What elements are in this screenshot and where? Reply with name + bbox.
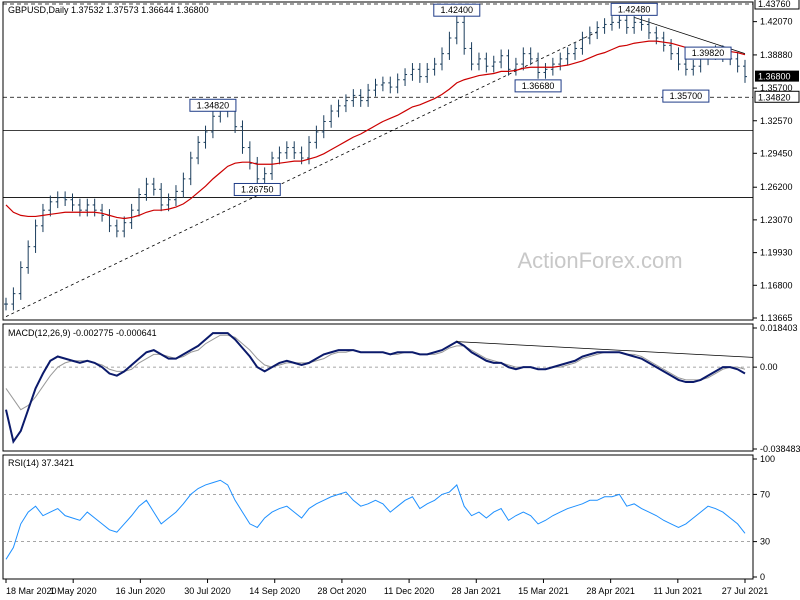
price-tick-label: 1.32570 [760,116,793,126]
rsi-tick-label: 100 [760,454,775,464]
x-tick-label: 16 Jun 2020 [116,586,166,596]
annotation-box-3 [514,79,562,93]
x-tick-label: 28 Oct 2020 [317,586,366,596]
rsi-line [5,479,746,560]
price-panel-frame [2,1,754,321]
axis-layer: 1.42070 1.38880 1.35700 1.32570 1.29450 1.262… [5,0,800,596]
annotation-label-2: 1.39820 [692,48,725,58]
annotation-box-0 [433,3,481,17]
annotation-box-5 [189,98,237,112]
price-layer: 1.42400 1.42480 1.39820 1.36680 1.35700 1.348… [3,2,753,317]
rsi-panel-frame [2,454,754,580]
x-tick-label: 15 Mar 2021 [518,586,569,596]
macd-panel-frame [2,323,754,452]
macd-trendline [456,341,754,358]
x-tick-label: 1 May 2020 [50,586,97,596]
macd-tick-label: -0.038483 [760,444,800,454]
rsi-layer [3,479,753,560]
x-tick-label: 11 Jun 2021 [653,586,702,596]
top-price-box [754,0,800,10]
ema-line [5,40,746,220]
x-tick-label: 11 Dec 2020 [384,586,434,596]
annotation-label-4: 1.35700 [670,91,703,101]
x-tick-label: 14 Sep 2020 [249,586,300,596]
price-tick-label: 1.13665 [760,313,793,323]
rsi-panel-title: RSI(14) 37.3421 [8,458,74,468]
price-tick-label: 1.29450 [760,148,793,158]
rsi-tick-label: 0 [760,572,765,582]
annotation-box-4 [662,89,710,103]
price-tick-label: 1.16800 [760,280,793,290]
annotation-label-6: 1.26750 [241,184,274,194]
annotation-box-1 [610,2,658,16]
price-tick-label: 1.35700 [760,83,793,93]
annotation-box-2 [684,46,732,60]
price-tick-label: 1.42070 [760,17,793,27]
x-tick-label: 30 Jul 2020 [184,586,231,596]
trendline-0 [5,31,598,317]
annotation-box-6 [233,182,281,196]
rsi-tick-label: 70 [760,489,770,499]
price-tick-label: 1.26200 [760,182,793,192]
annotation-label-3: 1.36680 [522,81,555,91]
rsi-tick-label: 30 [760,537,770,547]
x-tick-label: 18 Mar 2020 [6,586,57,596]
macd-tick-label: 0.00 [760,362,778,372]
x-tick-label: 27 Jul 2021 [722,586,769,596]
x-tick-label: 28 Jan 2021 [451,586,501,596]
support-price-box [754,90,800,103]
price-panel-title: GBPUSD,Daily 1.37532 1.37573 1.36644 1.3… [8,5,209,15]
macd-panel-title: MACD(12,26,9) -0.002775 -0.000641 [8,328,157,338]
macd-line [5,332,746,445]
annotation-label-0: 1.42400 [441,5,474,15]
annotation-label-1: 1.42480 [618,4,651,14]
macd-tick-label: 0.018403 [760,323,798,333]
annotation-label-5: 1.34820 [197,100,230,110]
macd-layer [3,332,754,445]
x-tick-label: 28 Apr 2021 [586,586,635,596]
top-price-label: 1.43760 [758,0,791,9]
price-tick-label: 1.19930 [760,248,793,258]
current-price-box [755,70,799,82]
current-price-label: 1.36800 [758,72,791,82]
price-tick-label: 1.23070 [760,215,793,225]
support-price-label: 1.34820 [758,92,791,102]
watermark: ActionForex.com [517,248,682,273]
price-tick-label: 1.38880 [760,50,793,60]
